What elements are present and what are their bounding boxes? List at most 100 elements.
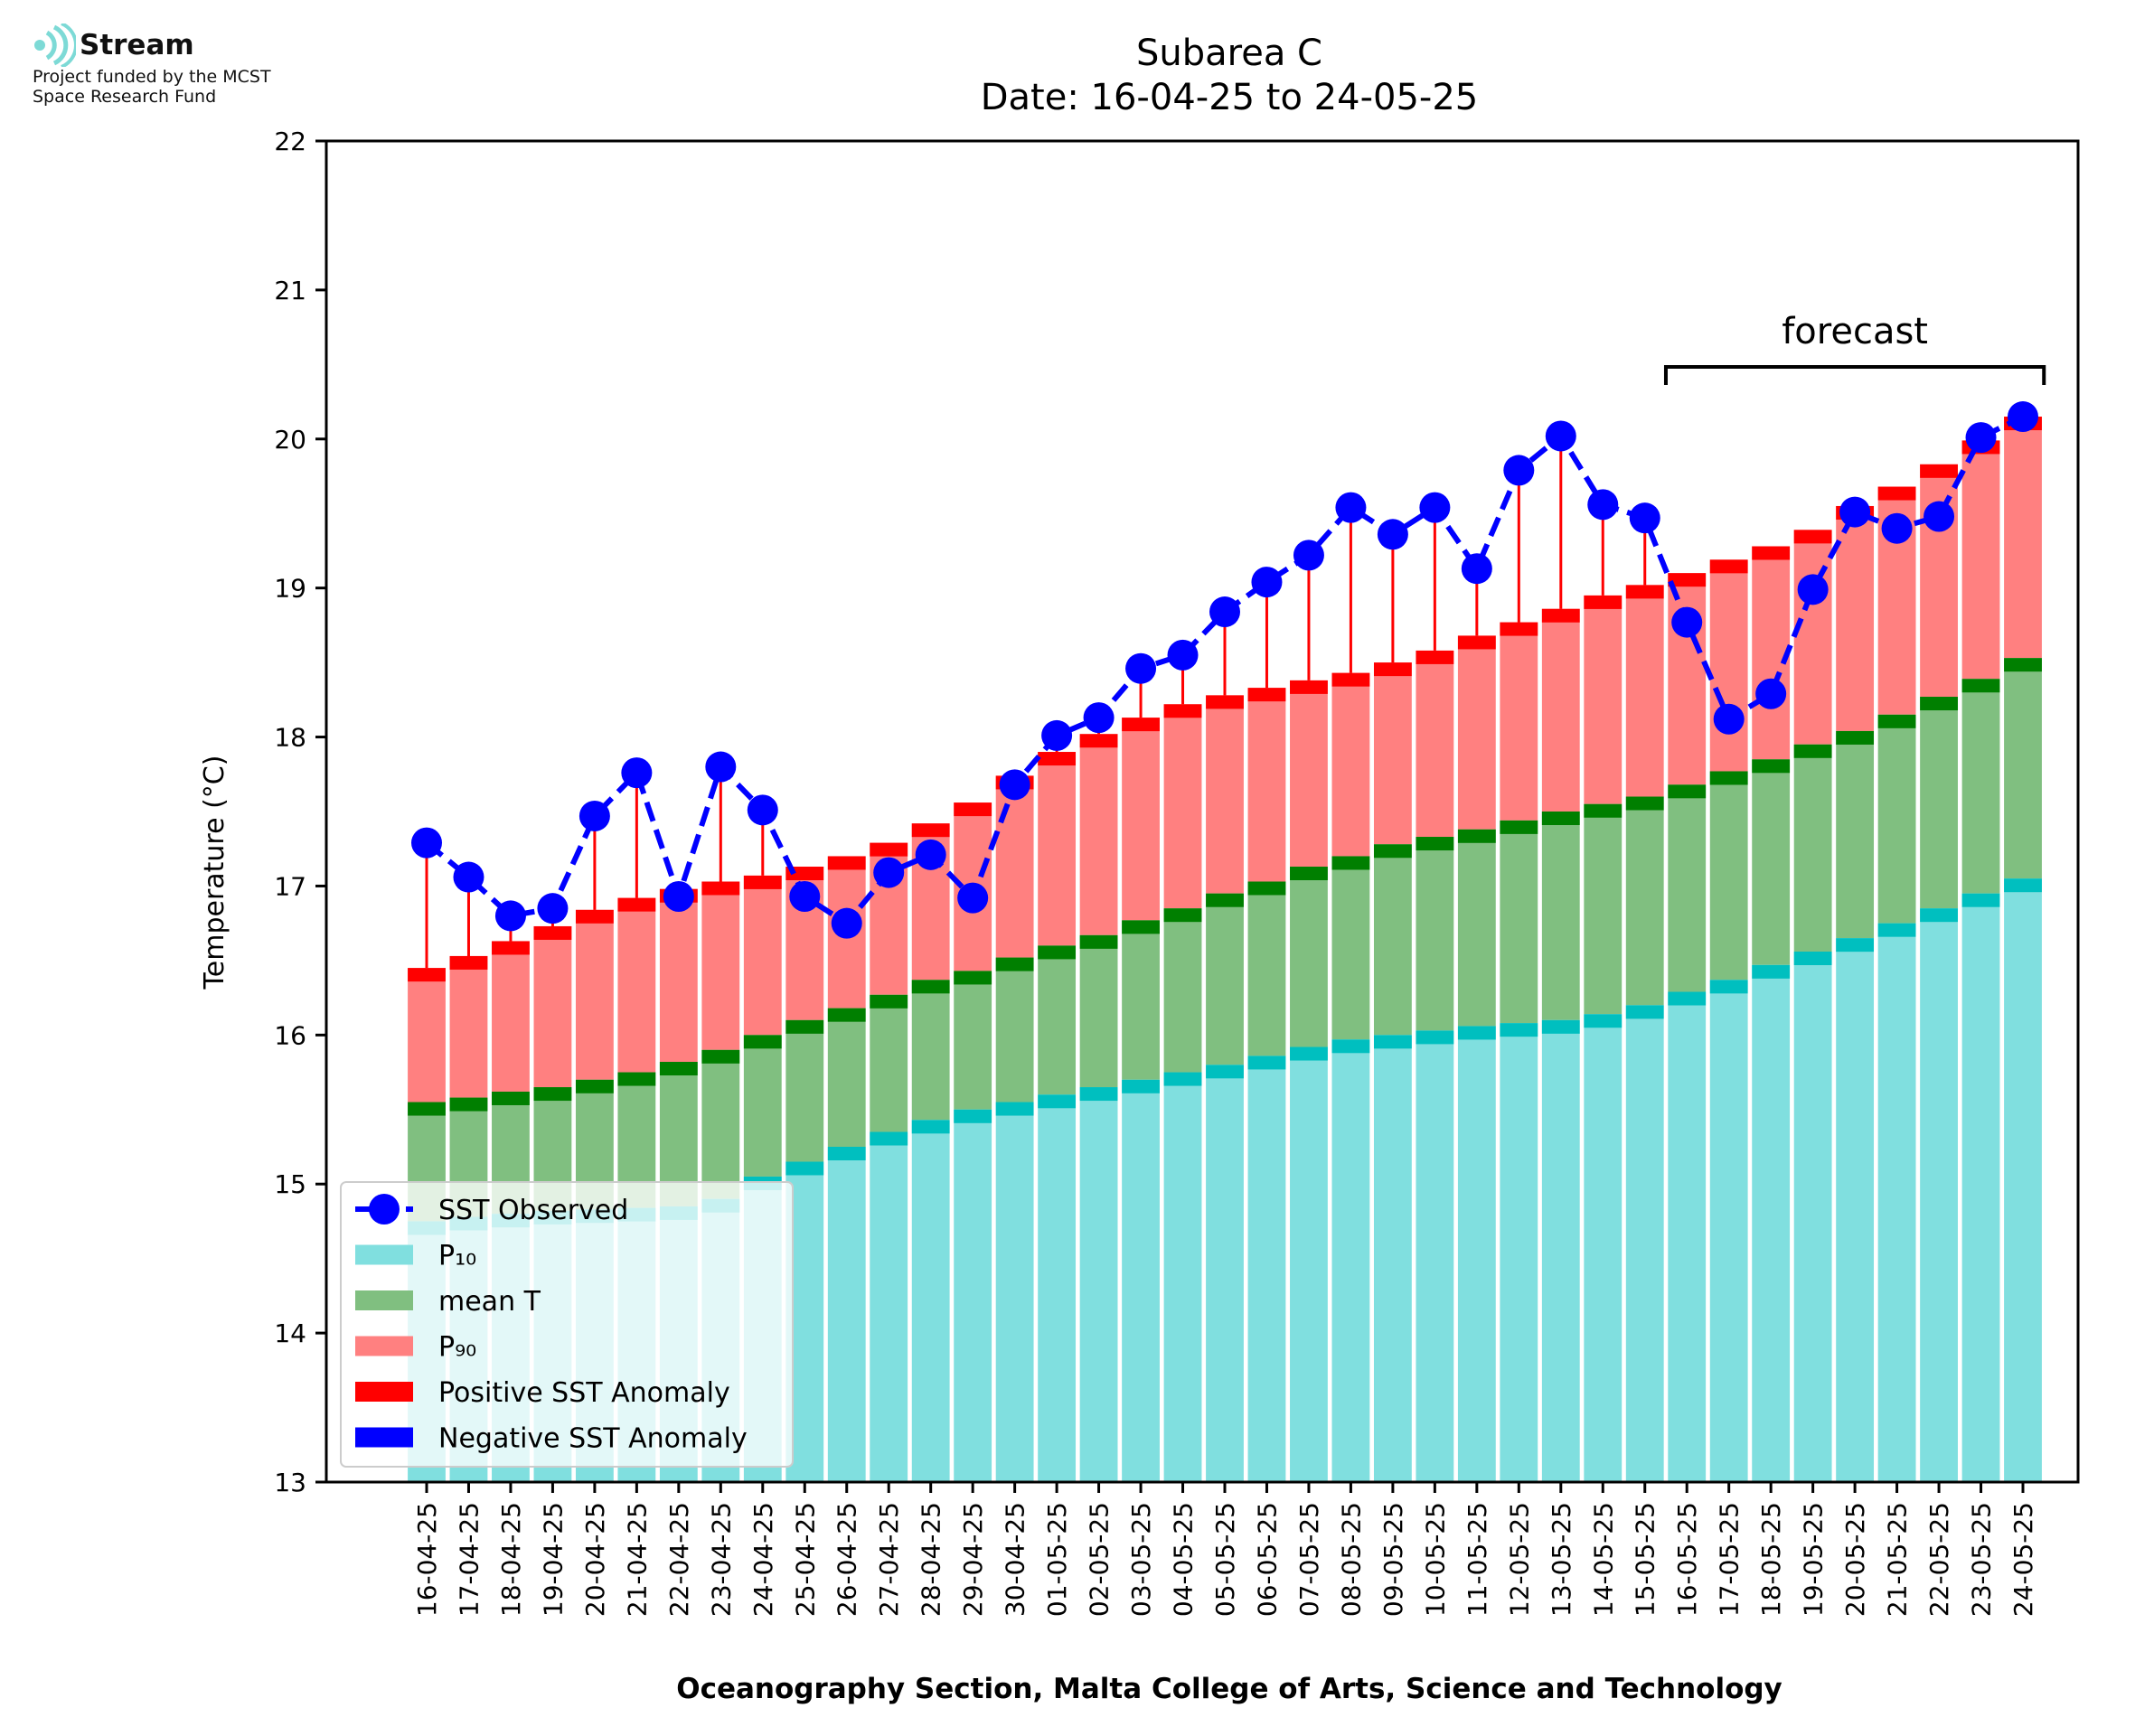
sst-observed-point bbox=[1251, 567, 1283, 598]
p10-bar-cap bbox=[995, 1102, 1034, 1116]
p90-bar bbox=[1416, 650, 1454, 838]
x-tick-label: 22-05-25 bbox=[1924, 1502, 1954, 1617]
x-tick-label: 01-05-25 bbox=[1042, 1502, 1072, 1617]
x-tick-label: 12-05-25 bbox=[1504, 1502, 1534, 1617]
p10-bar-cap bbox=[1961, 893, 2000, 907]
legend-label: P₁₀ bbox=[438, 1241, 476, 1272]
sst-observed-point bbox=[1335, 492, 1367, 523]
p90-bar bbox=[1457, 635, 1496, 830]
sst-observed-point bbox=[1419, 492, 1451, 523]
mean-bar bbox=[1793, 744, 1832, 952]
x-tick-label: 17-04-25 bbox=[454, 1502, 484, 1617]
p10-bar-cap bbox=[1331, 1039, 1370, 1054]
mean-bar bbox=[1206, 893, 1244, 1065]
sst-observed-point bbox=[831, 907, 862, 939]
p10-bar bbox=[827, 1147, 866, 1482]
p10-bar-cap bbox=[870, 1131, 908, 1146]
p10-bar-cap bbox=[1247, 1056, 1286, 1070]
p10-bar bbox=[911, 1120, 950, 1482]
mean-bar-cap bbox=[533, 1087, 572, 1102]
p10-bar-cap bbox=[1836, 938, 1875, 952]
x-tick-label: 09-05-25 bbox=[1378, 1502, 1408, 1617]
p10-bar bbox=[2004, 878, 2042, 1482]
mean-bar bbox=[1584, 803, 1623, 1015]
p90-bar bbox=[1331, 672, 1370, 857]
chart-subtitle: Date: 16-04-25 to 24-05-25 bbox=[981, 77, 1479, 118]
p10-bar-cap bbox=[827, 1147, 866, 1160]
mean-bar-cap bbox=[1373, 844, 1412, 859]
sst-observed-point bbox=[1503, 455, 1535, 486]
sst-observed-point bbox=[1755, 678, 1787, 709]
y-tick-label: 20 bbox=[274, 425, 306, 455]
p10-bar-cap bbox=[1163, 1072, 1202, 1086]
mean-bar bbox=[785, 1019, 824, 1162]
mean-bar-cap bbox=[2004, 658, 2042, 672]
p90-bar bbox=[1541, 608, 1580, 812]
mean-bar bbox=[2004, 658, 2042, 879]
mean-bar-cap bbox=[1541, 812, 1580, 825]
p10-bar-cap bbox=[1709, 980, 1748, 994]
p90-bar-cap bbox=[1416, 650, 1454, 664]
p10-bar bbox=[1038, 1094, 1077, 1482]
p90-bar-cap bbox=[408, 968, 446, 982]
legend-label: mean T bbox=[438, 1286, 541, 1318]
sst-observed-point bbox=[1041, 719, 1073, 751]
p10-bar bbox=[1668, 991, 1707, 1482]
p10-bar-cap bbox=[1122, 1079, 1160, 1093]
p90-bar bbox=[1079, 734, 1118, 935]
sst-observed-point bbox=[453, 861, 484, 893]
legend-swatch bbox=[355, 1427, 413, 1448]
p10-bar-cap bbox=[1290, 1046, 1328, 1061]
y-axis-label: Temperature (°C) bbox=[199, 755, 230, 990]
mean-bar-cap bbox=[1793, 744, 1832, 758]
p90-bar-cap bbox=[1625, 585, 1664, 599]
mean-bar-cap bbox=[743, 1035, 782, 1049]
mean-bar bbox=[1836, 730, 1875, 939]
x-tick-label: 20-04-25 bbox=[580, 1502, 610, 1617]
p90-bar bbox=[1625, 585, 1664, 797]
x-tick-label: 11-05-25 bbox=[1463, 1502, 1492, 1617]
forecast-bracket bbox=[1663, 365, 2046, 385]
mean-bar bbox=[1877, 714, 1916, 924]
p90-bar bbox=[1163, 704, 1202, 909]
legend-swatch-marker bbox=[369, 1194, 400, 1225]
p10-bar bbox=[1163, 1072, 1202, 1482]
p10-bar bbox=[1920, 908, 1958, 1482]
x-tick-label: 21-05-25 bbox=[1883, 1502, 1913, 1617]
p10-bar bbox=[1541, 1019, 1580, 1482]
sst-observed-point bbox=[1209, 596, 1240, 628]
mean-bar-cap bbox=[954, 971, 992, 985]
p90-bar-cap bbox=[1163, 704, 1202, 718]
y-tick-label: 19 bbox=[274, 574, 306, 604]
p90-bar bbox=[1584, 595, 1623, 804]
mean-bar bbox=[1752, 759, 1791, 965]
p90-bar-cap bbox=[1668, 573, 1707, 587]
x-tick-label: 22-04-25 bbox=[664, 1502, 694, 1617]
p90-bar-cap bbox=[617, 897, 656, 912]
legend-label: SST Observed bbox=[438, 1195, 628, 1226]
p90-bar-cap bbox=[1122, 718, 1160, 732]
p10-bar-cap bbox=[1752, 964, 1791, 979]
p10-bar bbox=[1416, 1030, 1454, 1482]
sst-observed-point bbox=[1293, 540, 1324, 571]
x-tick-label: 23-04-25 bbox=[706, 1502, 736, 1617]
mean-bar-cap bbox=[1079, 934, 1118, 949]
mean-bar-cap bbox=[1038, 945, 1077, 960]
x-tick-label: 29-04-25 bbox=[958, 1502, 988, 1617]
legend-label: Negative SST Anomaly bbox=[438, 1423, 748, 1455]
p10-bar-cap bbox=[2004, 878, 2042, 893]
logo-line-2: Space Research Fund bbox=[33, 87, 217, 107]
p10-bar bbox=[1457, 1026, 1496, 1482]
p90-bar bbox=[995, 775, 1034, 958]
x-tick-label: 02-05-25 bbox=[1085, 1502, 1115, 1617]
p90-bar-cap bbox=[1079, 734, 1118, 748]
p90-bar bbox=[1836, 505, 1875, 731]
y-tick-label: 16 bbox=[274, 1020, 306, 1050]
p90-bar bbox=[1122, 718, 1160, 921]
sst-observed-point bbox=[494, 900, 526, 932]
p10-bar bbox=[870, 1131, 908, 1482]
mean-bar bbox=[1668, 784, 1707, 992]
p10-bar-cap bbox=[1541, 1019, 1580, 1034]
y-tick-label: 22 bbox=[274, 127, 306, 156]
